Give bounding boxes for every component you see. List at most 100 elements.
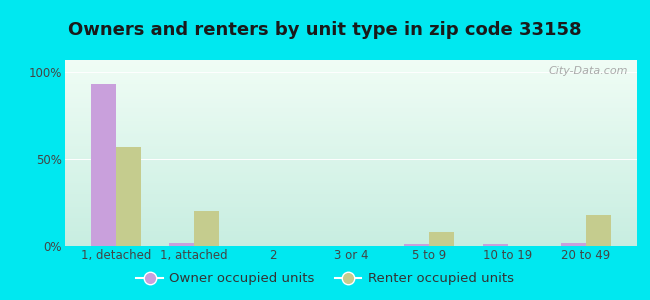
- Bar: [65, 205, 637, 207]
- Bar: [65, 179, 637, 181]
- Bar: [65, 149, 637, 151]
- Bar: [65, 133, 637, 134]
- Bar: [430, 232, 454, 246]
- Bar: [65, 94, 637, 95]
- Bar: [169, 242, 194, 246]
- Bar: [65, 106, 637, 108]
- Bar: [65, 233, 637, 235]
- Bar: [65, 183, 637, 184]
- Bar: [65, 105, 637, 106]
- Bar: [65, 122, 637, 123]
- Bar: [561, 242, 586, 246]
- Bar: [65, 144, 637, 146]
- Bar: [65, 118, 637, 119]
- Bar: [65, 168, 637, 170]
- Bar: [404, 244, 430, 246]
- Bar: [65, 181, 637, 183]
- Bar: [65, 172, 637, 173]
- Bar: [65, 216, 637, 218]
- Bar: [65, 71, 637, 73]
- Bar: [65, 97, 637, 99]
- Bar: [65, 200, 637, 201]
- Text: City-Data.com: City-Data.com: [549, 66, 629, 76]
- Bar: [65, 131, 637, 133]
- Bar: [65, 224, 637, 226]
- Bar: [65, 238, 637, 240]
- Bar: [65, 162, 637, 164]
- Bar: [65, 201, 637, 203]
- Bar: [65, 60, 637, 62]
- Bar: [65, 79, 637, 80]
- Bar: [65, 231, 637, 233]
- Bar: [65, 90, 637, 92]
- Bar: [65, 116, 637, 118]
- Bar: [65, 227, 637, 229]
- Bar: [65, 157, 637, 159]
- Bar: [65, 101, 637, 103]
- Bar: [65, 229, 637, 231]
- Bar: [65, 242, 637, 244]
- Bar: [65, 88, 637, 90]
- Bar: [65, 175, 637, 177]
- Bar: [65, 235, 637, 237]
- Bar: [65, 114, 637, 116]
- Bar: [65, 237, 637, 239]
- Bar: [65, 222, 637, 224]
- Bar: [65, 110, 637, 112]
- Bar: [65, 69, 637, 71]
- Bar: [65, 66, 637, 68]
- Bar: [65, 134, 637, 136]
- Bar: [65, 214, 637, 216]
- Bar: [65, 84, 637, 86]
- Bar: [65, 75, 637, 77]
- Bar: [65, 64, 637, 66]
- Bar: [65, 155, 637, 157]
- Bar: [65, 196, 637, 198]
- Bar: [65, 166, 637, 168]
- Bar: [65, 68, 637, 69]
- Bar: [65, 164, 637, 166]
- Legend: Owner occupied units, Renter occupied units: Owner occupied units, Renter occupied un…: [131, 267, 519, 290]
- Bar: [65, 146, 637, 147]
- Bar: [65, 177, 637, 179]
- Bar: [65, 62, 637, 64]
- Bar: [65, 170, 637, 172]
- Bar: [65, 147, 637, 149]
- Bar: [65, 207, 637, 209]
- Bar: [65, 198, 637, 200]
- Bar: [65, 73, 637, 75]
- Bar: [65, 153, 637, 155]
- Bar: [65, 125, 637, 127]
- Bar: [194, 211, 219, 246]
- Bar: [65, 209, 637, 211]
- Bar: [65, 190, 637, 192]
- Bar: [65, 92, 637, 94]
- Bar: [65, 244, 637, 246]
- Bar: [65, 99, 637, 101]
- Bar: [65, 127, 637, 129]
- Bar: [65, 140, 637, 142]
- Bar: [65, 220, 637, 222]
- Bar: [65, 151, 637, 153]
- Bar: [65, 142, 637, 144]
- Bar: [91, 84, 116, 246]
- Bar: [65, 95, 637, 97]
- Bar: [65, 203, 637, 205]
- Bar: [65, 82, 637, 84]
- Bar: [65, 80, 637, 82]
- Bar: [65, 108, 637, 110]
- Bar: [65, 159, 637, 161]
- Bar: [65, 119, 637, 122]
- Bar: [483, 244, 508, 246]
- Bar: [65, 218, 637, 220]
- Bar: [65, 112, 637, 114]
- Text: Owners and renters by unit type in zip code 33158: Owners and renters by unit type in zip c…: [68, 21, 582, 39]
- Bar: [65, 187, 637, 188]
- Bar: [65, 77, 637, 79]
- Bar: [65, 136, 637, 138]
- Bar: [65, 103, 637, 105]
- Bar: [65, 184, 637, 187]
- Bar: [65, 240, 637, 242]
- Bar: [65, 226, 637, 227]
- Bar: [65, 211, 637, 212]
